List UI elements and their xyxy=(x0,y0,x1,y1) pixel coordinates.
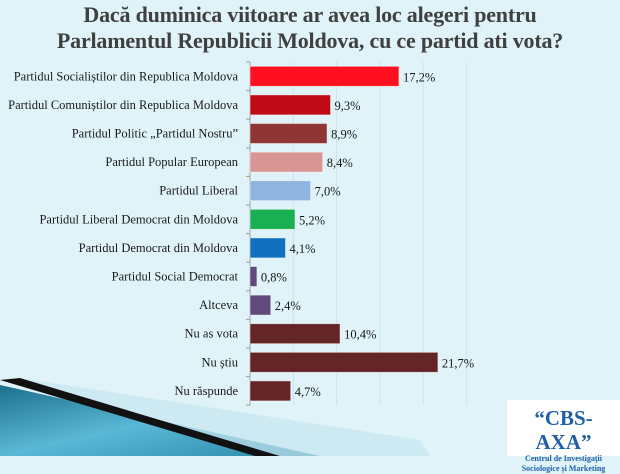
data-label: 8,9% xyxy=(331,128,357,142)
bar xyxy=(249,151,324,173)
bar xyxy=(249,208,296,230)
bar xyxy=(249,123,328,144)
data-label: 4,7% xyxy=(295,385,321,399)
category-label: Altceva xyxy=(199,298,238,312)
logo-name: “CBS-AXA” xyxy=(534,406,593,454)
category-label: Partidul Comuniștilor din Republica Mold… xyxy=(8,98,238,112)
logo-line-2: Sociologice și Marketing xyxy=(521,464,606,473)
category-label: Partidul Liberal Democrat din Moldova xyxy=(39,212,238,226)
chart-title-line-2: Parlamentul Republicii Moldova, cu ce pa… xyxy=(56,28,564,53)
data-label: 8,4% xyxy=(327,156,353,170)
data-label: 17,2% xyxy=(403,70,435,84)
data-label: 5,2% xyxy=(299,213,325,227)
bar xyxy=(249,94,331,116)
bar-chart: Partidul Socialiștilor din Republica Mol… xyxy=(8,61,474,406)
category-label: Nu știu xyxy=(202,355,239,369)
bar xyxy=(249,351,439,373)
category-label: Partidul Democrat din Moldova xyxy=(79,241,239,255)
data-label: 4,1% xyxy=(290,242,316,256)
bar xyxy=(249,237,286,259)
bar xyxy=(249,65,400,87)
data-label: 0,8% xyxy=(261,271,287,285)
data-label: 21,7% xyxy=(442,356,474,370)
data-label: 10,4% xyxy=(344,328,376,342)
category-label: Nu as vota xyxy=(185,327,239,341)
category-label: Partidul Social Democrat xyxy=(112,270,239,284)
bar xyxy=(249,266,258,287)
data-label: 7,0% xyxy=(315,185,341,199)
bar xyxy=(249,180,312,202)
category-label: Nu răspunde xyxy=(174,384,238,398)
bar xyxy=(249,294,272,316)
chart-title-line-1: Dacă duminica viitoare ar avea loc alege… xyxy=(83,2,537,27)
cbs-axa-logo: “CBS-AXA” Centrul de Investigații Sociol… xyxy=(507,400,620,473)
data-label: 9,3% xyxy=(335,99,361,113)
bar xyxy=(249,323,341,345)
data-label: 2,4% xyxy=(275,299,301,313)
category-label: Partidul Socialiștilor din Republica Mol… xyxy=(14,69,239,83)
category-label: Partidul Politic „Partidul Nostru” xyxy=(72,127,238,141)
bar xyxy=(249,380,292,402)
category-label: Partidul Liberal xyxy=(159,184,238,198)
chart-title: Dacă duminica viitoare ar avea loc alege… xyxy=(0,2,620,54)
decorative-swoosh xyxy=(0,378,430,456)
category-label: Partidul Popular European xyxy=(105,155,238,169)
